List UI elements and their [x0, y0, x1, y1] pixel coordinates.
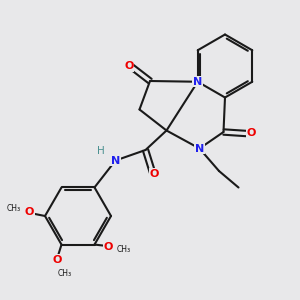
Text: N: N: [193, 77, 202, 87]
Text: O: O: [53, 255, 62, 265]
Text: O: O: [25, 207, 34, 218]
Text: N: N: [195, 143, 204, 154]
Text: CH₃: CH₃: [57, 269, 72, 278]
Text: CH₃: CH₃: [6, 204, 21, 213]
Text: O: O: [247, 128, 256, 138]
Text: H: H: [97, 146, 104, 157]
Text: O: O: [104, 242, 113, 252]
Text: N: N: [111, 155, 120, 166]
Text: O: O: [124, 61, 134, 71]
Text: CH₃: CH₃: [117, 244, 131, 253]
Text: O: O: [150, 169, 159, 179]
